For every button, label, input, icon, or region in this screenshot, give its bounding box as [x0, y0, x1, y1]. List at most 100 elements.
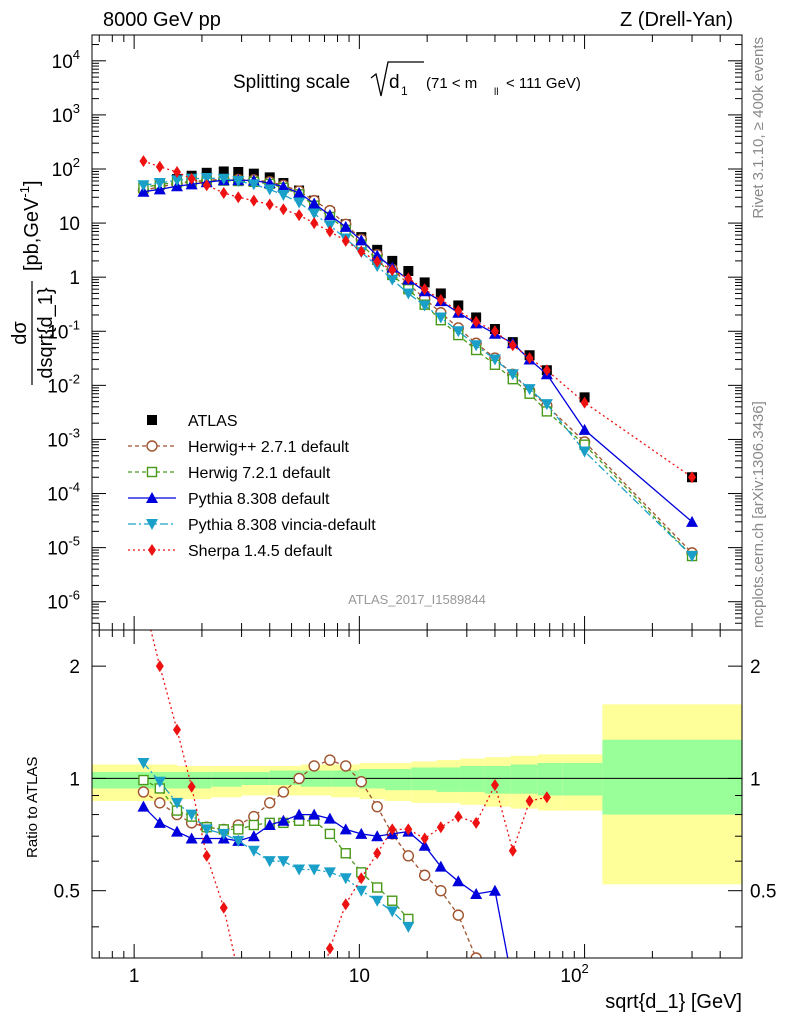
legend: ATLAS Herwig++ 2.7.1 default Herwig 7.2.1 … [128, 413, 376, 560]
main-point-vincia [232, 175, 245, 187]
main-point-sherpa [265, 198, 274, 211]
header-process: Z (Drell-Yan) [620, 9, 733, 31]
analysis-watermark: ATLAS_2017_I1589844 [348, 592, 486, 607]
main-point-vincia [686, 551, 699, 563]
ratio-point-sherpa [202, 849, 211, 862]
ylabel-numerator: dσ [9, 321, 31, 345]
ratio-ytick-label-right: 0.5 [750, 882, 776, 903]
main-point-sherpa [219, 186, 228, 199]
uncertainty-band-stat [460, 765, 485, 792]
main-point-vincia [308, 208, 321, 220]
ratio-line-herwigpp [143, 759, 477, 958]
main-point-sherpa [472, 315, 481, 328]
ratio-point-vincia [263, 856, 276, 868]
x-tick-label: 1 [129, 966, 140, 987]
main-point-sherpa [155, 160, 164, 173]
ratio-point-herwigpp [418, 869, 431, 881]
ratio-point-sherpa [187, 780, 196, 793]
ylabel-unit-exp: -1 [17, 186, 32, 198]
main-point-sherpa [388, 264, 397, 277]
ratio-point-vincia [200, 824, 213, 836]
ratio-point-vincia [153, 776, 166, 788]
main-point-sherpa [139, 155, 148, 168]
legend-marker-sherpa [148, 544, 156, 556]
uncertainty-band-stat [211, 772, 242, 787]
uncertainty-band-stat [602, 739, 742, 815]
ratio-point-sherpa [420, 832, 429, 845]
ratio-point-herwig7 [371, 882, 383, 893]
main-point-pythia [686, 515, 699, 527]
ratio-point-pythia [137, 800, 150, 812]
ratio-panel: 0.5 0.51 12 21 10 102 [54, 594, 776, 987]
main-point-vincia [488, 354, 501, 366]
ratio-point-sherpa [525, 794, 534, 807]
mcplots-label: mcplots.cern.ch [arXiv:1306.3436] [750, 401, 767, 628]
ratio-ytick-label: 1 [69, 769, 80, 790]
main-point-vincia [386, 274, 399, 286]
ratio-point-pythia [488, 884, 501, 896]
main-ytick-label: 10-2 [47, 371, 80, 397]
main-ytick-label: 103 [52, 101, 80, 127]
main-point-pythia [308, 197, 321, 209]
ratio-line-herwig7 [143, 779, 409, 920]
main-point-pythia [293, 186, 306, 198]
ytick-base: 10 [52, 160, 73, 181]
uncertainty-band-stat [562, 762, 603, 796]
ratio-point-pythia [470, 887, 483, 899]
ratio-point-pythia [247, 830, 260, 842]
main-point-sherpa [173, 165, 182, 178]
ratio-point-sherpa [357, 872, 366, 885]
main-point-sherpa [249, 194, 258, 207]
main-point-sherpa [454, 304, 463, 317]
ytick-base: 10 [47, 485, 68, 506]
main-point-sherpa [187, 172, 196, 185]
ratio-point-vincia [247, 845, 260, 857]
uncertainty-band-stat [269, 770, 301, 786]
ytick-exponent: -5 [68, 534, 80, 549]
ratio-point-herwigpp [308, 760, 320, 772]
ytick-exponent: 4 [73, 47, 80, 62]
main-point-vincia [434, 312, 447, 324]
legend-marker-herwig7 [146, 466, 158, 478]
main-point-sherpa [295, 209, 304, 222]
main-point-pythia [371, 249, 384, 261]
main-point-vincia [402, 288, 415, 300]
ratio-ytick-label: 2 [69, 657, 80, 678]
main-ytick-label: 10-1 [47, 317, 80, 343]
main-point-sherpa [580, 396, 589, 409]
ratio-point-vincia [339, 873, 352, 885]
main-point-sherpa [325, 225, 334, 238]
ratio-point-pythia [418, 839, 431, 851]
title-subscript: 1 [401, 84, 408, 98]
main-point-sherpa [420, 283, 429, 296]
legend-entry-herwig7: Herwig 7.2.1 default [128, 465, 331, 482]
x-tick-label: 10 [349, 966, 370, 987]
title-main: Splitting scale [233, 72, 350, 93]
legend-label-atlas: ATLAS [188, 413, 238, 430]
ratio-point-herwigpp [154, 797, 166, 809]
legend-marker-vincia [146, 519, 158, 530]
title-range-end: < 111 GeV) [506, 75, 581, 92]
ratio-point-sherpa [341, 898, 350, 911]
ratio-point-pythia [293, 808, 306, 820]
ratio-point-vincia [371, 895, 384, 907]
main-point-vincia [293, 197, 306, 209]
main-point-atlas [435, 288, 446, 299]
ratio-point-sherpa [404, 823, 413, 836]
ratio-ytick-label-right: 1 [750, 769, 761, 790]
ratio-point-vincia [308, 864, 321, 876]
main-ytick-label: 104 [52, 47, 80, 73]
main-point-vincia [171, 175, 184, 187]
header-energy: 8000 GeV pp [103, 9, 221, 31]
main-point-vincia [540, 399, 553, 411]
main-point-pythia [277, 180, 290, 192]
ytick-base: 10 [47, 376, 68, 397]
ratio-point-sherpa [139, 594, 147, 606]
legend-marker-herwigpp [146, 440, 158, 452]
main-point-pythia [578, 423, 591, 435]
ratio-point-herwigpp [264, 797, 276, 809]
legend-label-vincia: Pythia 8.308 vincia-default [188, 517, 376, 534]
ratio-point-vincia [217, 828, 230, 840]
ytick-base: 10 [52, 106, 73, 127]
